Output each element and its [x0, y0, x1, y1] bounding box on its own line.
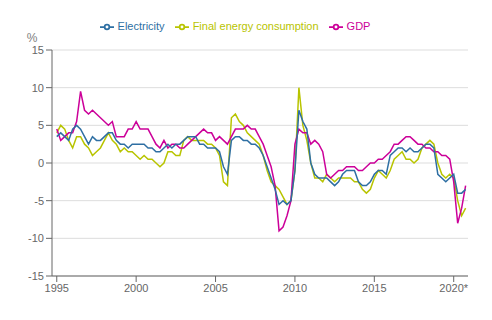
svg-text:5: 5: [38, 119, 44, 131]
svg-text:2020*: 2020*: [439, 282, 468, 294]
svg-text:0: 0: [38, 157, 44, 169]
svg-text:15: 15: [32, 44, 44, 56]
html-text:Final energy consumption: Final energy consumption: [192, 20, 319, 32]
svg-text:2000: 2000: [124, 282, 148, 294]
svg-text:1995: 1995: [45, 282, 69, 294]
svg-text:-5: -5: [34, 195, 44, 207]
svg-text:%: %: [27, 31, 38, 45]
svg-text:10: 10: [32, 82, 44, 94]
svg-text:2015: 2015: [362, 282, 386, 294]
svg-text:2010: 2010: [283, 282, 307, 294]
svg-text:-10: -10: [28, 232, 44, 244]
html-text:GDP: GDP: [346, 20, 371, 32]
svg-text:-15: -15: [28, 270, 44, 282]
svg-text:2005: 2005: [203, 282, 227, 294]
html-text:Electricity: Electricity: [117, 20, 165, 32]
